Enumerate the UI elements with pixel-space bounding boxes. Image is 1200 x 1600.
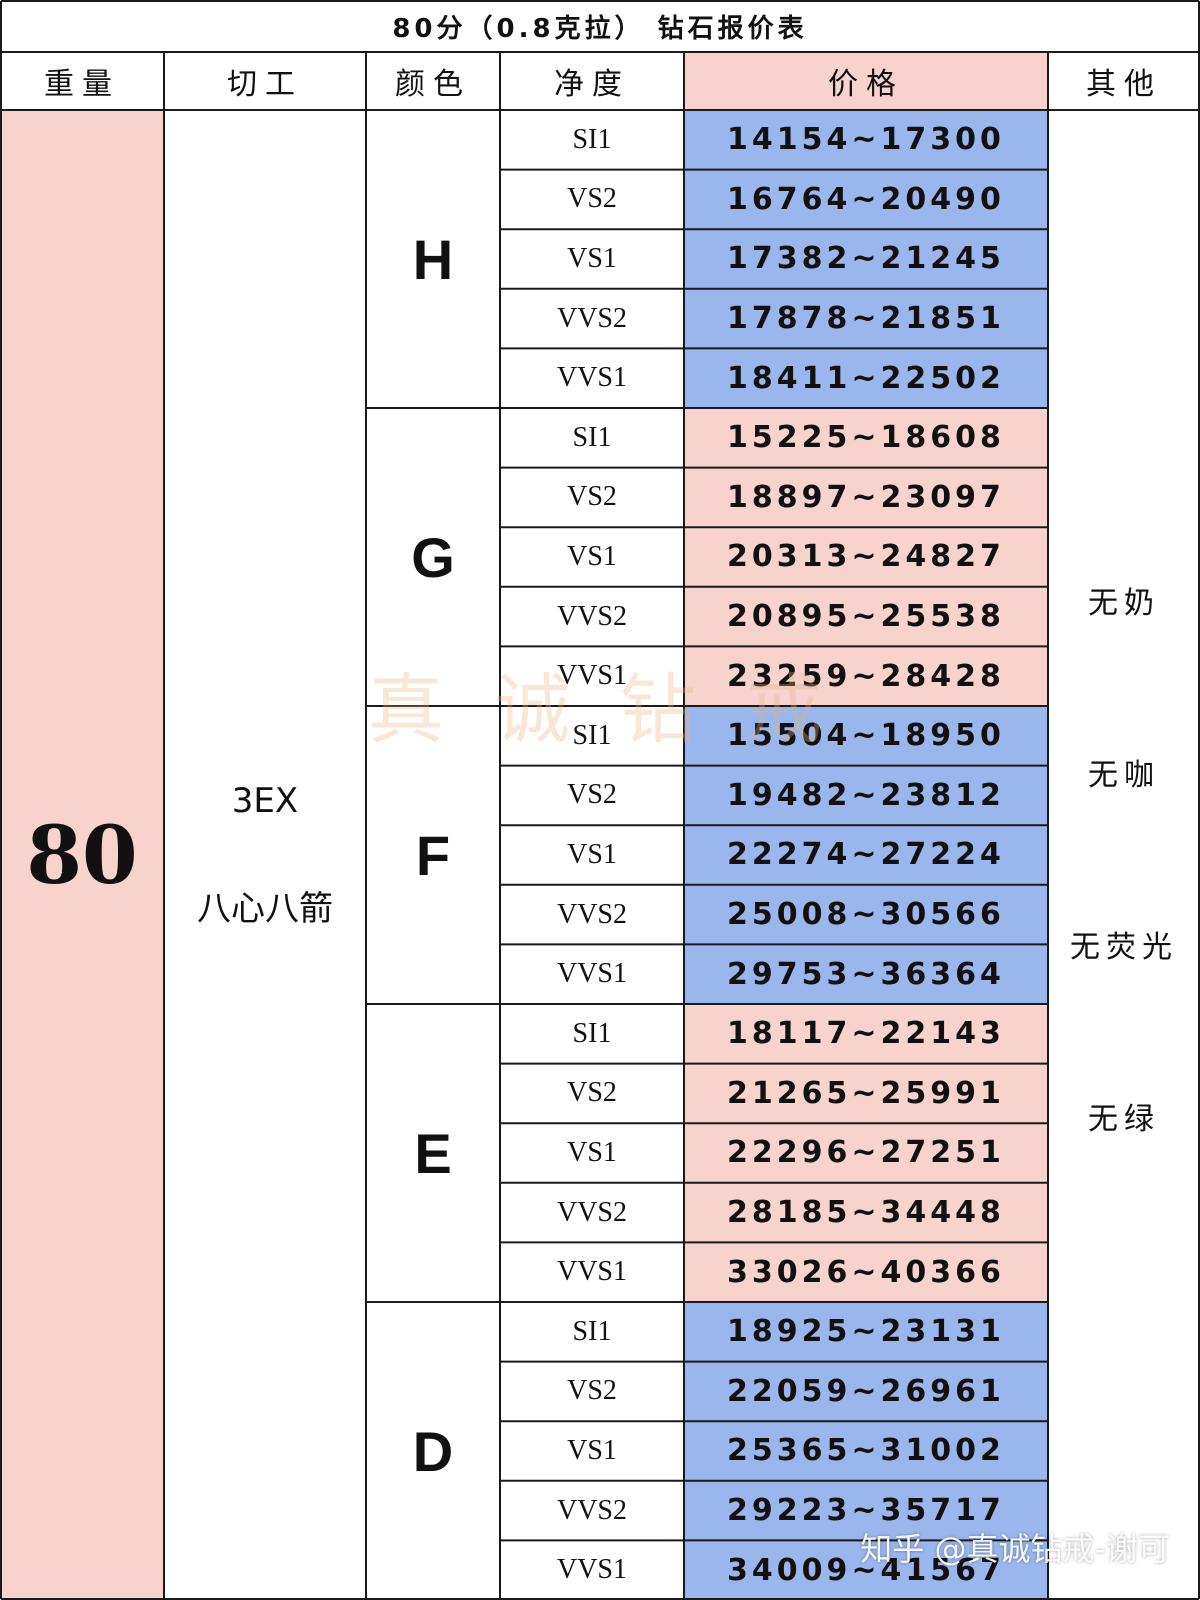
clarity-cell: VS1	[567, 1136, 617, 1168]
clarity-cell: VS2	[567, 481, 617, 513]
cut-cell: 3EX 八心八箭	[164, 110, 366, 1600]
price-cell: 34009~41567	[684, 1540, 1048, 1600]
price-cell: 25365~31002	[684, 1421, 1048, 1481]
weight-value: 80	[0, 110, 164, 1600]
price-cell: 19482~23812	[684, 765, 1048, 826]
clarity-cell: VVS1	[556, 958, 627, 990]
header-price: 价格	[684, 52, 1048, 110]
clarity-cell: SI1	[572, 1017, 612, 1049]
price-cell: 25008~30566	[684, 884, 1048, 945]
price-cell: 17382~21245	[684, 229, 1048, 289]
color-grade-D: D	[412, 1419, 454, 1483]
other-no-fluorescence: 无荧光	[1070, 930, 1178, 965]
header-cut: 切工	[227, 67, 303, 102]
price-cell: 18897~23097	[684, 467, 1048, 528]
clarity-cell: VS2	[567, 779, 617, 811]
price-cell: 15504~18950	[684, 706, 1048, 766]
clarity-cell: VVS2	[556, 1494, 627, 1526]
clarity-cell: SI1	[572, 719, 612, 751]
table-title: 80分（0.8克拉） 钻石报价表	[392, 13, 808, 44]
color-grade-H: H	[412, 227, 454, 291]
other-no-green: 无绿	[1088, 1102, 1160, 1137]
clarity-cell: VVS2	[556, 600, 627, 632]
clarity-cell: VS2	[567, 1375, 617, 1407]
clarity-cell: VVS1	[556, 1256, 627, 1288]
price-cell: 18925~23131	[684, 1302, 1048, 1362]
color-grade-E: E	[414, 1121, 452, 1185]
clarity-cell: SI1	[572, 123, 612, 155]
price-cell: 20895~25538	[684, 586, 1048, 647]
clarity-cell: VS2	[567, 183, 617, 215]
clarity-cell: VS2	[567, 1077, 617, 1109]
other-no-milky: 无奶	[1088, 586, 1160, 621]
clarity-cell: VVS1	[556, 660, 627, 692]
clarity-cell: SI1	[572, 421, 612, 453]
price-cell: 29223~35717	[684, 1480, 1048, 1541]
price-cell: 22296~27251	[684, 1123, 1048, 1183]
price-cell: 20313~24827	[684, 527, 1048, 587]
price-cell: 15225~18608	[684, 408, 1048, 468]
cut-style: 八心八箭	[197, 888, 333, 929]
clarity-cell: VS1	[567, 242, 617, 274]
price-cell: 18411~22502	[684, 348, 1048, 408]
clarity-cell: VS1	[567, 540, 617, 572]
clarity-cell: VVS1	[556, 1554, 627, 1586]
other-no-brown: 无咖	[1088, 758, 1160, 793]
clarity-cell: VVS2	[556, 302, 627, 334]
price-cell: 21265~25991	[684, 1063, 1048, 1124]
header-clarity: 净度	[554, 67, 630, 102]
color-grade-F: F	[415, 823, 451, 887]
price-cell: 17878~21851	[684, 288, 1048, 349]
header-color: 颜色	[395, 67, 471, 102]
header-weight: 重量	[44, 67, 120, 102]
clarity-cell: VVS2	[556, 1196, 627, 1228]
price-cell: 14154~17300	[684, 110, 1048, 170]
price-cell: 28185~34448	[684, 1182, 1048, 1243]
price-cell: 33026~40366	[684, 1242, 1048, 1302]
clarity-cell: VS1	[567, 838, 617, 870]
clarity-cell: VS1	[567, 1434, 617, 1466]
price-cell: 29753~36364	[684, 944, 1048, 1004]
price-cell: 22059~26961	[684, 1361, 1048, 1422]
price-cell: 23259~28428	[684, 646, 1048, 706]
price-cell: 22274~27224	[684, 825, 1048, 885]
header-other: 其他	[1086, 67, 1162, 102]
price-cell: 18117~22143	[684, 1004, 1048, 1064]
clarity-cell: VVS2	[556, 898, 627, 930]
color-grade-G: G	[411, 525, 455, 589]
price-cell: 16764~20490	[684, 169, 1048, 230]
clarity-cell: SI1	[572, 1315, 612, 1347]
clarity-cell: VVS1	[556, 362, 627, 394]
cut-grade: 3EX	[231, 780, 299, 821]
